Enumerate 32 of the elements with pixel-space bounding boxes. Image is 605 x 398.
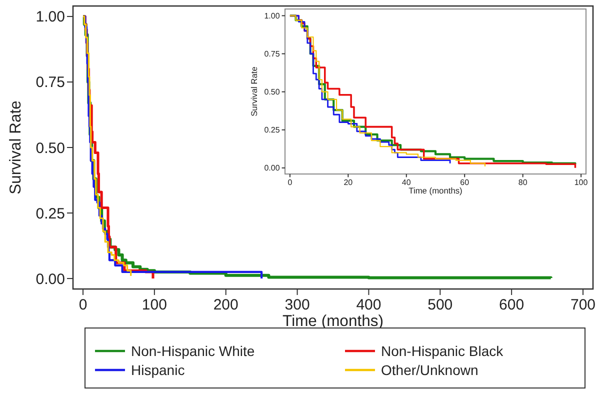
x-tick-label: 0 — [288, 178, 293, 187]
x-axis-title: Time (months) — [408, 186, 463, 196]
x-tick-label: 300 — [284, 296, 310, 314]
x-tick-label: 80 — [518, 178, 528, 187]
y-tick-label: 0.00 — [36, 270, 65, 288]
y-tick-label: 0.50 — [36, 140, 65, 157]
legend-label: Non-Hispanic Black — [381, 342, 504, 359]
y-axis-title: Survival Rate — [249, 66, 259, 116]
x-tick-label: 600 — [499, 296, 524, 314]
x-tick-label: 500 — [428, 296, 453, 314]
legend-label: Non-Hispanic White — [131, 342, 255, 359]
x-tick-label: 400 — [356, 296, 382, 314]
y-tick-label: 0.25 — [264, 126, 280, 135]
x-tick-label: 700 — [570, 296, 596, 314]
y-tick-label: 0.75 — [36, 74, 65, 92]
x-tick-label: 200 — [213, 296, 238, 314]
y-axis-title: Survival Rate — [8, 100, 24, 194]
y-tick-label: 0.50 — [264, 88, 280, 97]
y-tick-label: 0.75 — [264, 50, 280, 59]
x-tick-label: 0 — [78, 296, 88, 314]
y-tick-label: 1.00 — [36, 8, 65, 26]
x-tick-label: 100 — [574, 178, 588, 187]
x-tick-label: 40 — [402, 178, 412, 187]
y-tick-label: 0.00 — [264, 164, 280, 173]
legend-label: Hispanic — [131, 362, 185, 378]
x-axis-title: Time (months) — [282, 312, 384, 330]
x-tick-label: 60 — [460, 178, 470, 187]
legend-label: Other/Unknown — [381, 362, 478, 378]
x-tick-label: 100 — [142, 296, 167, 314]
y-tick-label: 1.00 — [264, 11, 280, 20]
y-tick-label: 0.25 — [36, 205, 65, 222]
x-tick-label: 20 — [344, 178, 354, 187]
